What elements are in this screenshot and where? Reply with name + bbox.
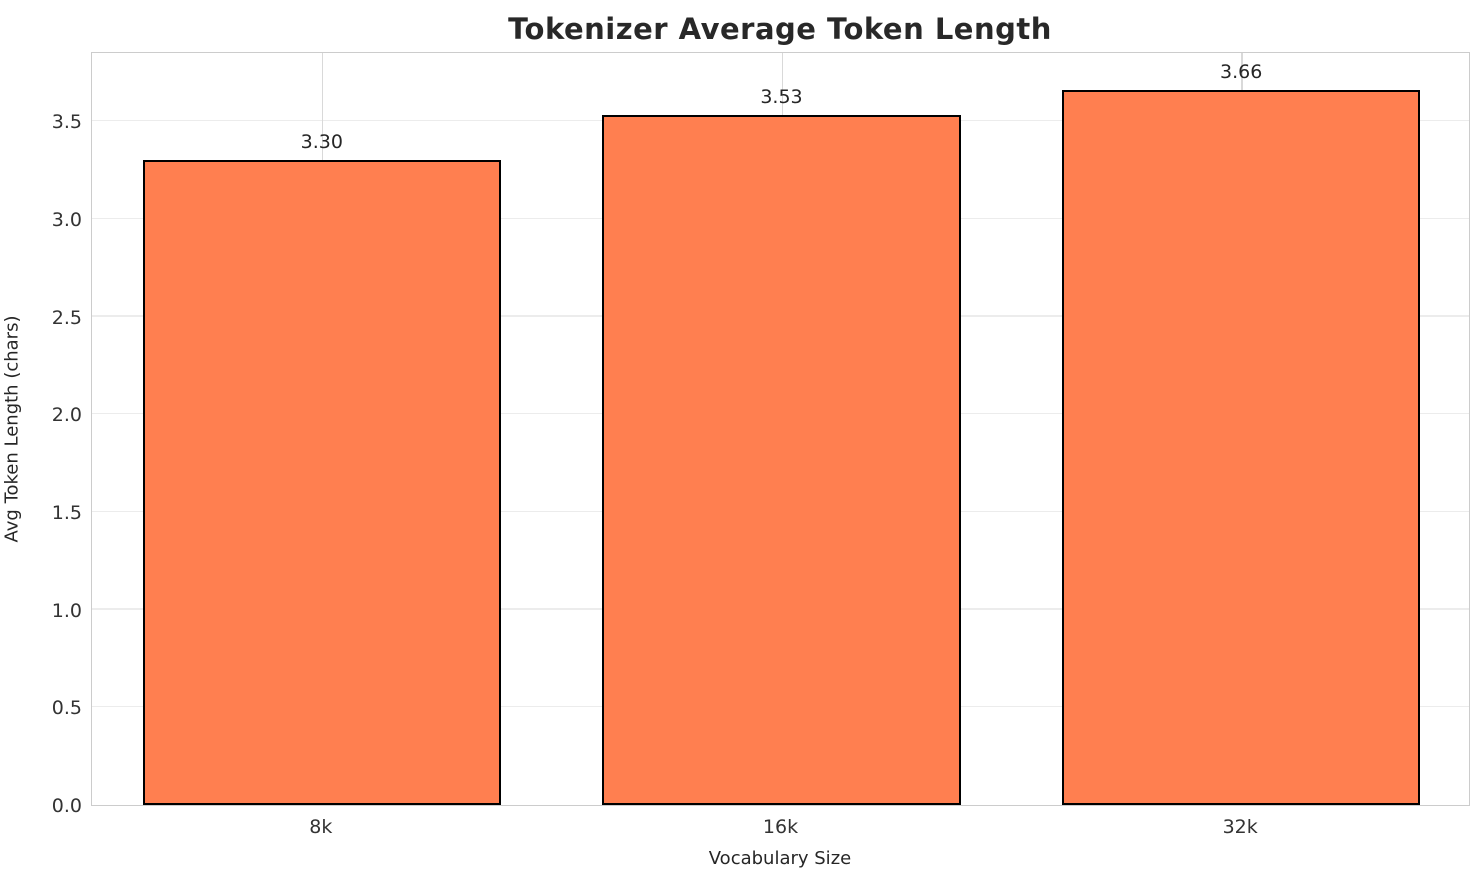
bar-value-label: 3.53 [760,86,803,109]
y-tick-label: 1.5 [51,502,82,524]
y-tick-label: 2.5 [51,306,82,329]
y-tick-label: 0.5 [51,697,82,720]
plot-area: 3.30 3.53 3.66 [91,52,1470,806]
chart-title: Tokenizer Average Token Length [508,12,1052,46]
y-tick-label: 3.0 [51,209,82,231]
bar-8k [142,160,502,805]
bar-32k [1061,90,1421,805]
bar-value-label: 3.30 [300,131,343,154]
bar-16k [602,115,961,805]
x-axis-label: Vocabulary Size [708,848,852,869]
y-tick-label: 2.0 [51,404,82,427]
bar-value-label: 3.66 [1220,61,1263,84]
y-tick-label: 1.0 [51,599,82,622]
x-tick-label: 32k [1222,816,1258,838]
y-tick-label: 0.0 [51,795,82,817]
x-tick-label: 16k [762,816,799,838]
x-tick-label: 8k [309,816,333,838]
y-tick-label: 3.5 [51,111,82,134]
y-axis-label: Avg Token Length (chars) [1,315,23,543]
